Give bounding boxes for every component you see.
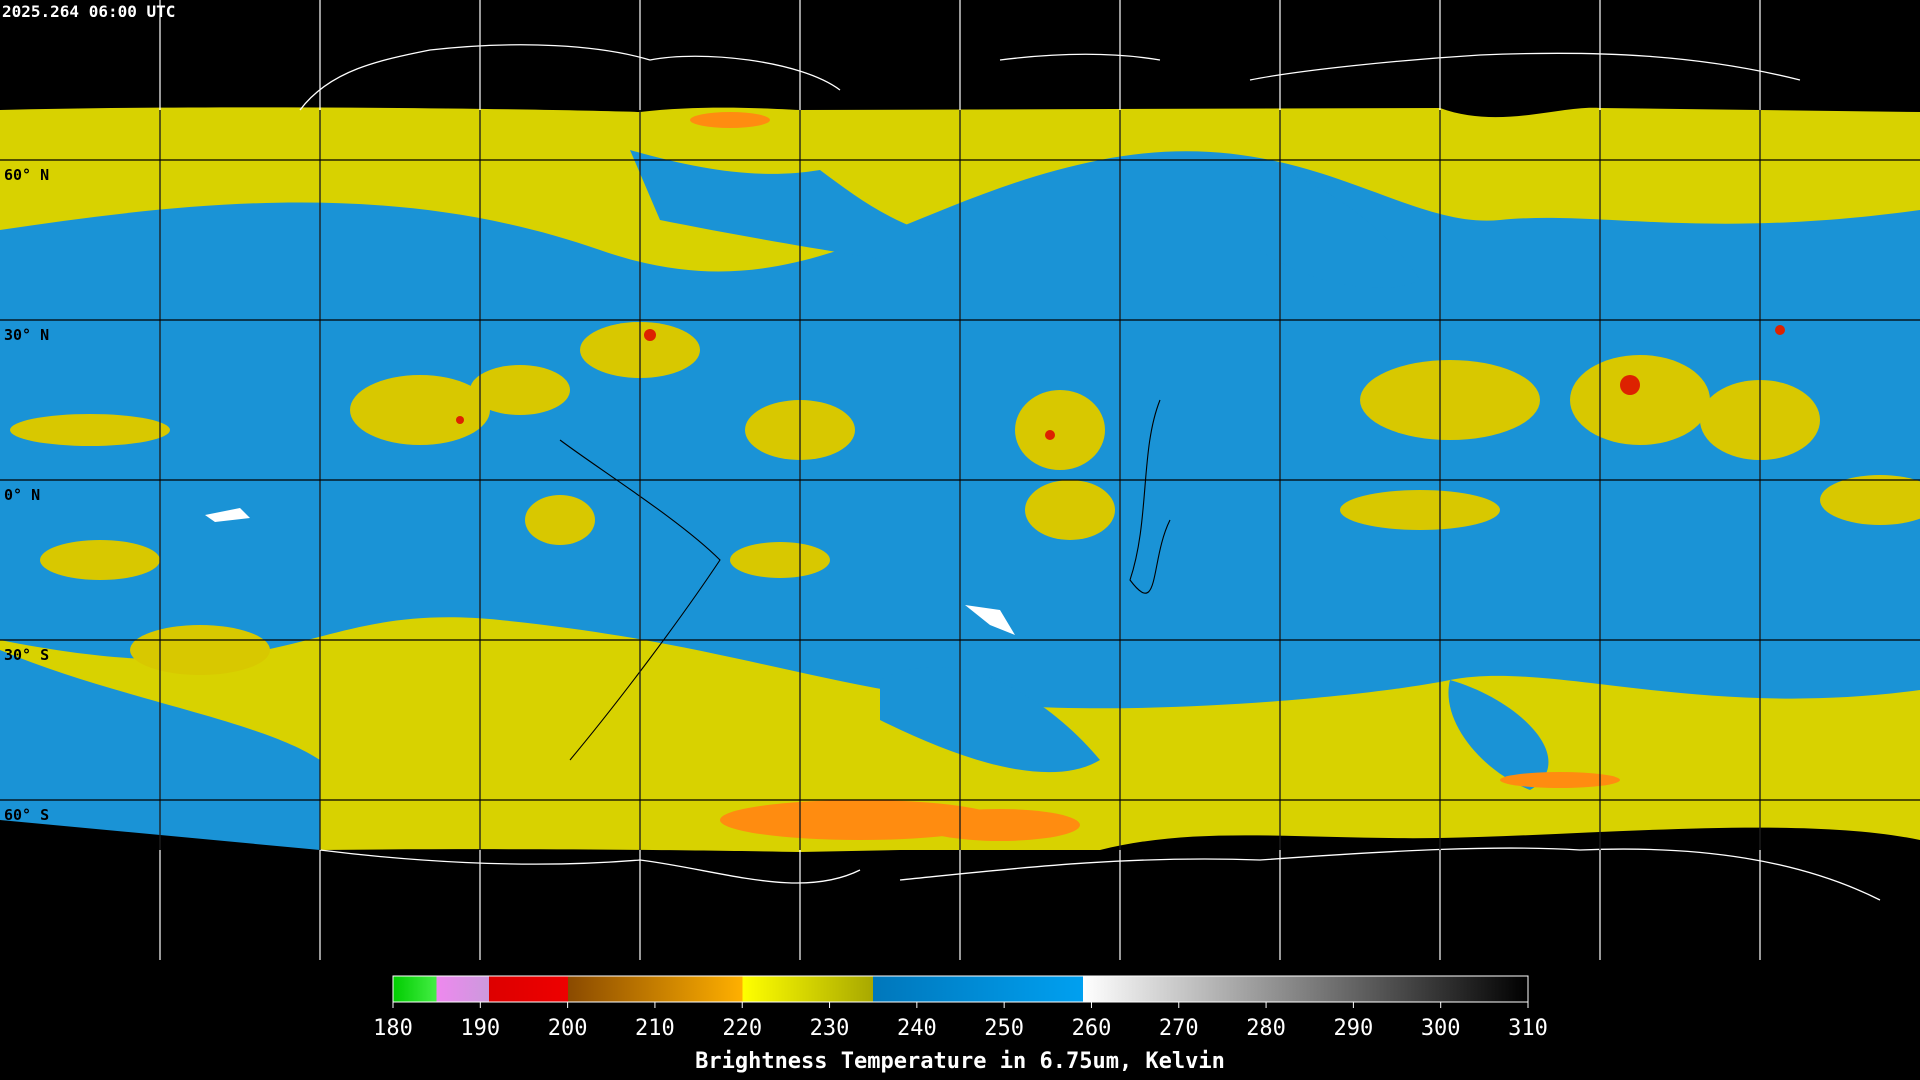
latitude-label: 30° N	[4, 326, 49, 344]
colorbar-tick-label: 260	[1072, 1016, 1112, 1041]
colorbar-tick-label: 250	[984, 1016, 1024, 1041]
colorbar-tick-label: 220	[722, 1016, 762, 1041]
colorbar-tick-label: 270	[1159, 1016, 1199, 1041]
colorbar-tick-label: 290	[1334, 1016, 1374, 1041]
colorbar-tick-label: 210	[635, 1016, 675, 1041]
latitude-label: 60° S	[4, 806, 49, 824]
latitude-label: 30° S	[4, 646, 49, 664]
colorbar-tick-label: 190	[460, 1016, 500, 1041]
colorbar	[392, 975, 1529, 1003]
colorbar-tick-label: 300	[1421, 1016, 1461, 1041]
colorbar-tick-label: 230	[810, 1016, 850, 1041]
colorbar-tick-label: 280	[1246, 1016, 1286, 1041]
colorbar-tick-label: 310	[1508, 1016, 1548, 1041]
latitude-label: 0° N	[4, 486, 40, 504]
timestamp: 2025.264 06:00 UTC	[2, 2, 175, 21]
colorbar-title: Brightness Temperature in 6.75um, Kelvin	[695, 1049, 1225, 1074]
colorbar-tick-label: 240	[897, 1016, 937, 1041]
latitude-label: 60° N	[4, 166, 49, 184]
colorbar-tick-label: 180	[373, 1016, 413, 1041]
colorbar-tick-label: 200	[548, 1016, 588, 1041]
graticule	[159, 0, 1761, 960]
coastlines	[299, 44, 1881, 901]
